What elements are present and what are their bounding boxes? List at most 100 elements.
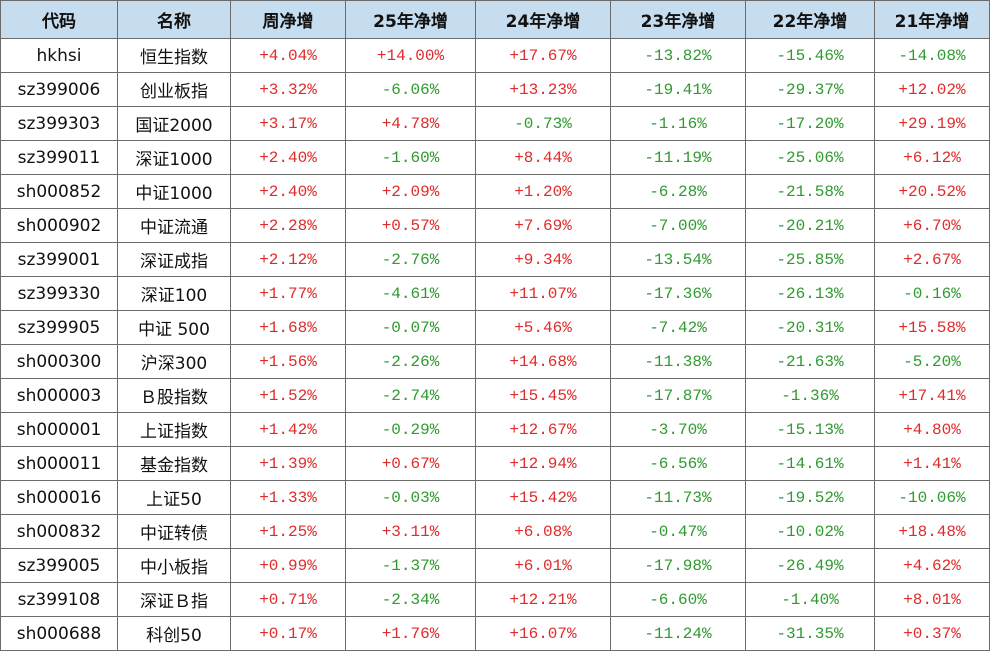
code-cell: sh000300 xyxy=(0,344,118,379)
change-cell: -25.85% xyxy=(745,242,875,277)
change-cell: -1.60% xyxy=(345,140,476,175)
change-cell: -19.52% xyxy=(745,480,875,515)
change-cell: -11.73% xyxy=(610,480,746,515)
change-cell: -1.16% xyxy=(610,106,746,141)
change-cell: +6.01% xyxy=(475,548,611,583)
change-cell: -15.13% xyxy=(745,412,875,447)
change-cell: +6.12% xyxy=(874,140,990,175)
name-cell: 创业板指 xyxy=(117,72,231,107)
change-cell: +14.00% xyxy=(345,38,476,73)
change-cell: -1.36% xyxy=(745,378,875,413)
table-row: sz399006 创业板指 +3.32% -6.06% +13.23% -19.41% -2… xyxy=(0,72,990,107)
name-cell: 深证1000 xyxy=(117,140,231,175)
change-cell: +3.11% xyxy=(345,514,476,549)
table-row: sh000902 中证流通 +2.28% +0.57% +7.69% -7.00% -20.… xyxy=(0,208,990,243)
code-cell: sh000852 xyxy=(0,174,118,209)
change-cell: -3.70% xyxy=(610,412,746,447)
code-cell: sz399303 xyxy=(0,106,118,141)
change-cell: +7.69% xyxy=(475,208,611,243)
change-cell: -5.20% xyxy=(874,344,990,379)
change-cell: +0.57% xyxy=(345,208,476,243)
name-cell: 中小板指 xyxy=(117,548,231,583)
header-cell: 名称 xyxy=(117,0,231,39)
change-cell: -2.74% xyxy=(345,378,476,413)
change-cell: +0.99% xyxy=(230,548,346,583)
change-cell: +2.67% xyxy=(874,242,990,277)
change-cell: +1.68% xyxy=(230,310,346,345)
table-row: sh000832 中证转债 +1.25% +3.11% +6.08% -0.47% -10.… xyxy=(0,514,990,549)
code-cell: sh000003 xyxy=(0,378,118,413)
change-cell: -11.38% xyxy=(610,344,746,379)
table-body: hkhsi 恒生指数 +4.04% +14.00% +17.67% -13.82% -15.… xyxy=(0,38,990,651)
name-cell: 上证50 xyxy=(117,480,231,515)
change-cell: -10.02% xyxy=(745,514,875,549)
change-cell: +17.41% xyxy=(874,378,990,413)
change-cell: +1.52% xyxy=(230,378,346,413)
change-cell: -17.87% xyxy=(610,378,746,413)
code-cell: sh000011 xyxy=(0,446,118,481)
change-cell: -11.19% xyxy=(610,140,746,175)
change-cell: +1.77% xyxy=(230,276,346,311)
change-cell: -21.63% xyxy=(745,344,875,379)
change-cell: +2.09% xyxy=(345,174,476,209)
header-cell: 代码 xyxy=(0,0,118,39)
change-cell: +0.71% xyxy=(230,582,346,617)
code-cell: sz399011 xyxy=(0,140,118,175)
change-cell: -17.20% xyxy=(745,106,875,141)
name-cell: Ｂ股指数 xyxy=(117,378,231,413)
change-cell: +1.33% xyxy=(230,480,346,515)
change-cell: +6.70% xyxy=(874,208,990,243)
change-cell: +12.21% xyxy=(475,582,611,617)
change-cell: +6.08% xyxy=(475,514,611,549)
table-row: sh000003 Ｂ股指数 +1.52% -2.74% +15.45% -17.87% -1… xyxy=(0,378,990,413)
change-cell: +15.42% xyxy=(475,480,611,515)
change-cell: -10.06% xyxy=(874,480,990,515)
header-cell: 25年净增 xyxy=(345,0,476,39)
change-cell: +4.04% xyxy=(230,38,346,73)
change-cell: +1.42% xyxy=(230,412,346,447)
table-row: sh000300 沪深300 +1.56% -2.26% +14.68% -11.38% -… xyxy=(0,344,990,379)
change-cell: -26.13% xyxy=(745,276,875,311)
change-cell: +4.78% xyxy=(345,106,476,141)
code-cell: sh000832 xyxy=(0,514,118,549)
change-cell: -11.24% xyxy=(610,616,746,651)
code-cell: sz399006 xyxy=(0,72,118,107)
change-cell: -2.76% xyxy=(345,242,476,277)
change-cell: -25.06% xyxy=(745,140,875,175)
change-cell: +17.67% xyxy=(475,38,611,73)
change-cell: +18.48% xyxy=(874,514,990,549)
header-cell: 24年净增 xyxy=(475,0,611,39)
name-cell: 基金指数 xyxy=(117,446,231,481)
change-cell: +2.12% xyxy=(230,242,346,277)
code-cell: sh000001 xyxy=(0,412,118,447)
change-cell: -1.37% xyxy=(345,548,476,583)
name-cell: 中证1000 xyxy=(117,174,231,209)
change-cell: -14.61% xyxy=(745,446,875,481)
change-cell: +1.76% xyxy=(345,616,476,651)
name-cell: 沪深300 xyxy=(117,344,231,379)
code-cell: sh000688 xyxy=(0,616,118,651)
change-cell: +2.40% xyxy=(230,140,346,175)
change-cell: +1.39% xyxy=(230,446,346,481)
code-cell: sz399108 xyxy=(0,582,118,617)
change-cell: +1.41% xyxy=(874,446,990,481)
header-cell: 23年净增 xyxy=(610,0,746,39)
change-cell: -6.06% xyxy=(345,72,476,107)
change-cell: -21.58% xyxy=(745,174,875,209)
name-cell: 恒生指数 xyxy=(117,38,231,73)
code-cell: sz399001 xyxy=(0,242,118,277)
change-cell: +12.94% xyxy=(475,446,611,481)
change-cell: -6.28% xyxy=(610,174,746,209)
code-cell: sh000016 xyxy=(0,480,118,515)
change-cell: -20.21% xyxy=(745,208,875,243)
change-cell: +1.56% xyxy=(230,344,346,379)
table-row: sz399330 深证100 +1.77% -4.61% +11.07% -17.36% -… xyxy=(0,276,990,311)
change-cell: +15.45% xyxy=(475,378,611,413)
change-cell: -6.60% xyxy=(610,582,746,617)
name-cell: 中证转债 xyxy=(117,514,231,549)
change-cell: +3.32% xyxy=(230,72,346,107)
change-cell: -7.42% xyxy=(610,310,746,345)
change-cell: +2.28% xyxy=(230,208,346,243)
change-cell: -31.35% xyxy=(745,616,875,651)
